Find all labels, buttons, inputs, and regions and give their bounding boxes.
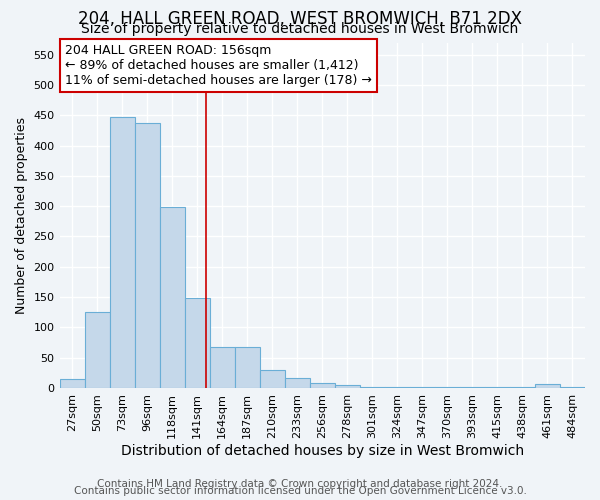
Y-axis label: Number of detached properties: Number of detached properties [15, 116, 28, 314]
X-axis label: Distribution of detached houses by size in West Bromwich: Distribution of detached houses by size … [121, 444, 524, 458]
Text: 204 HALL GREEN ROAD: 156sqm
← 89% of detached houses are smaller (1,412)
11% of : 204 HALL GREEN ROAD: 156sqm ← 89% of det… [65, 44, 371, 87]
Bar [560, 386, 585, 388]
Bar [59, 380, 85, 388]
Bar [209, 348, 235, 388]
Bar [385, 386, 410, 388]
Bar [535, 384, 560, 388]
Bar [235, 348, 260, 388]
Bar [360, 386, 385, 388]
Text: 204, HALL GREEN ROAD, WEST BROMWICH, B71 2DX: 204, HALL GREEN ROAD, WEST BROMWICH, B71… [78, 10, 522, 28]
Bar [160, 208, 185, 388]
Bar [185, 298, 209, 388]
Text: Contains HM Land Registry data © Crown copyright and database right 2024.: Contains HM Land Registry data © Crown c… [97, 479, 503, 489]
Text: Contains public sector information licensed under the Open Government Licence v3: Contains public sector information licen… [74, 486, 526, 496]
Bar [134, 123, 160, 388]
Bar [285, 378, 310, 388]
Text: Size of property relative to detached houses in West Bromwich: Size of property relative to detached ho… [82, 22, 518, 36]
Bar [310, 383, 335, 388]
Bar [260, 370, 285, 388]
Bar [110, 117, 134, 388]
Bar [335, 385, 360, 388]
Bar [85, 312, 110, 388]
